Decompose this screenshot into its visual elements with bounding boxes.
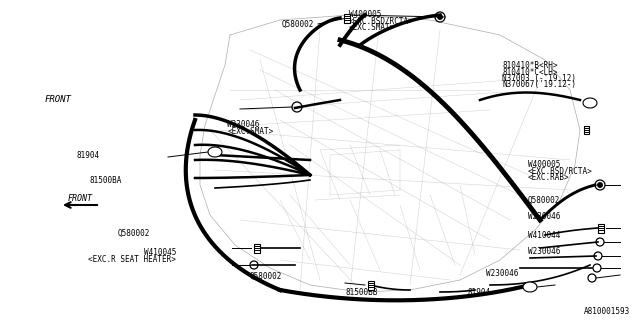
Text: N370067('19.12-): N370067('19.12-) [502, 80, 577, 89]
Text: <EXC.SMAT>: <EXC.SMAT> [227, 127, 273, 136]
Text: W410044: W410044 [528, 231, 561, 240]
Text: 81500BA: 81500BA [89, 176, 122, 185]
Text: 81904: 81904 [467, 288, 490, 297]
Text: Q580002: Q580002 [528, 196, 561, 204]
Polygon shape [583, 98, 597, 108]
Text: W230046: W230046 [486, 269, 519, 278]
Text: <EXC.BSD/RCTA>: <EXC.BSD/RCTA> [528, 167, 593, 176]
Text: FRONT: FRONT [44, 95, 71, 104]
Text: W410045: W410045 [143, 248, 176, 257]
Text: FRONT: FRONT [67, 194, 93, 203]
Text: <EXC.R SEAT HEATER>: <EXC.R SEAT HEATER> [88, 255, 176, 264]
Text: <EXC.BSD/RCTA>: <EXC.BSD/RCTA> [349, 16, 413, 25]
Text: 81904: 81904 [76, 151, 99, 160]
Text: <EXC.RAB>: <EXC.RAB> [528, 173, 570, 182]
Bar [254, 244, 260, 252]
Text: W230046: W230046 [528, 247, 561, 256]
Bar [584, 126, 589, 134]
Text: <EXC.SMAT>: <EXC.SMAT> [349, 23, 395, 32]
Text: Q580002: Q580002 [281, 20, 314, 28]
Polygon shape [208, 147, 222, 157]
Text: W230046: W230046 [227, 120, 260, 129]
Text: A810001593: A810001593 [584, 308, 630, 316]
Text: 810410*C<LH>: 810410*C<LH> [502, 68, 558, 76]
Bar [598, 223, 604, 233]
Text: W400005: W400005 [528, 160, 561, 169]
Text: 81500BB: 81500BB [346, 288, 378, 297]
Text: 810410*B<RH>: 810410*B<RH> [502, 61, 558, 70]
Polygon shape [523, 282, 537, 292]
Text: W230046: W230046 [528, 212, 561, 220]
Text: Q580002: Q580002 [249, 272, 282, 281]
Bar [344, 13, 350, 22]
Text: N37003 (-'19.12): N37003 (-'19.12) [502, 74, 577, 83]
Text: Q580002: Q580002 [118, 229, 150, 238]
Circle shape [438, 15, 442, 19]
Text: W400005: W400005 [349, 10, 381, 19]
Circle shape [598, 183, 602, 187]
Bar [368, 281, 374, 290]
